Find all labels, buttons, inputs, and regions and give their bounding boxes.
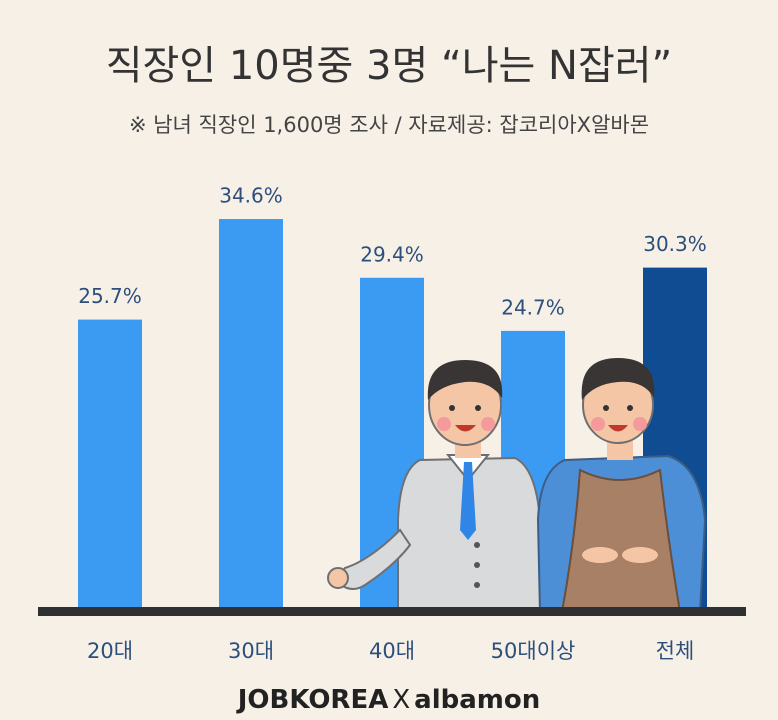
x-tick-label: 20대 — [87, 639, 133, 663]
logo-left: JOBKOREA — [236, 685, 389, 715]
x-tick-label: 30대 — [228, 639, 274, 663]
value-label: 34.6% — [219, 184, 283, 208]
logo-mid: X — [392, 685, 410, 715]
logo-right: albamon — [414, 685, 540, 715]
bar — [78, 319, 142, 610]
illustration-man — [327, 360, 541, 613]
value-label: 29.4% — [360, 242, 424, 266]
value-label: 24.7% — [501, 295, 565, 319]
chart-subtitle: ※ 남녀 직장인 1,600명 조사 / 자료제공: 잡코리아X알바몬 — [129, 113, 649, 137]
bar — [219, 219, 283, 610]
x-tick-label: 40대 — [369, 639, 415, 663]
x-tick-label: 50대이상 — [491, 639, 576, 663]
value-label: 30.3% — [643, 232, 707, 256]
illustration-woman — [536, 358, 707, 613]
value-label: 25.7% — [78, 284, 142, 308]
baseline — [38, 607, 746, 616]
x-tick-label: 전체 — [656, 639, 695, 663]
chart-title: 직장인 10명중 3명 “나는 N잡러” — [106, 43, 673, 89]
